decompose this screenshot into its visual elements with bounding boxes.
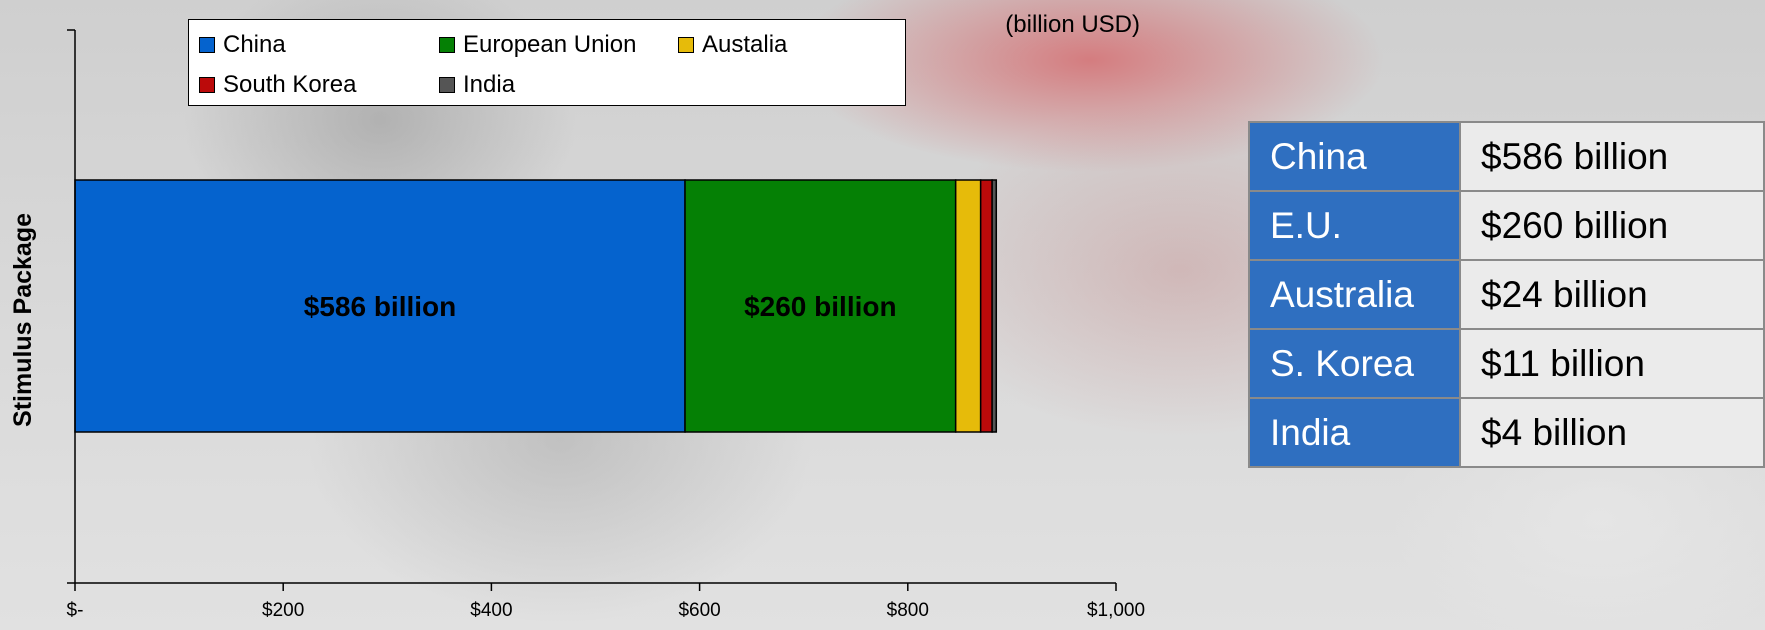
legend-label: European Union (463, 31, 637, 58)
x-tick-label: $800 (887, 600, 929, 621)
table-country-cell: Australia (1247, 259, 1462, 330)
table-country-cell: China (1247, 121, 1462, 192)
table-row: E.U. $260 billion (1247, 190, 1765, 261)
bar-segment-austalia (954, 179, 982, 433)
x-tick-label: $400 (470, 600, 512, 621)
axes-layer: $- $200 $400 $600 $800 $1,000 (67, 29, 1145, 621)
bars-layer: $586 billion $260 billion (74, 179, 998, 433)
legend-item-austalia: Austalia (678, 30, 787, 60)
table-row: India $4 billion (1247, 397, 1765, 468)
legend-swatch (439, 37, 455, 53)
legend-label: India (463, 71, 516, 98)
x-tick-label: $- (67, 600, 84, 621)
table-row: Australia $24 billion (1247, 259, 1765, 330)
table-value-cell: $24 billion (1459, 259, 1765, 330)
x-tick-label: $1,000 (1087, 600, 1145, 621)
legend-item-european-union: European Union (439, 30, 636, 60)
data-label: $260 billion (744, 291, 897, 322)
table-value-cell: $586 billion (1459, 121, 1765, 192)
table-value-cell: $4 billion (1459, 397, 1765, 468)
stimulus-table: China $586 billion E.U. $260 billion Aus… (1247, 121, 1765, 468)
y-axis-label: Stimulus Package (9, 213, 37, 427)
legend-item-south-korea: South Korea (199, 70, 356, 100)
bar-segment-india (991, 179, 998, 433)
unit-label: (billion USD) (1005, 11, 1140, 38)
legend-swatch (199, 77, 215, 93)
legend-label: South Korea (223, 71, 357, 98)
x-tick-label: $600 (678, 600, 720, 621)
x-tick-label: $200 (262, 600, 304, 621)
bar-segment-south-korea (979, 179, 993, 433)
data-label: $586 billion (304, 291, 457, 322)
table-country-cell: E.U. (1247, 190, 1462, 261)
table-country-cell: India (1247, 397, 1462, 468)
legend-label: China (223, 31, 286, 58)
legend-item-india: India (439, 70, 515, 100)
bar-segment-china (74, 179, 686, 433)
legend-item-china: China (199, 30, 286, 60)
legend-swatch (439, 77, 455, 93)
table-country-cell: S. Korea (1247, 328, 1462, 399)
table-value-cell: $11 billion (1459, 328, 1765, 399)
table-row: China $586 billion (1247, 121, 1765, 192)
legend-swatch (678, 37, 694, 53)
legend-swatch (199, 37, 215, 53)
legend: China European Union Austalia South Kore… (188, 19, 906, 106)
table-value-cell: $260 billion (1459, 190, 1765, 261)
table-row: S. Korea $11 billion (1247, 328, 1765, 399)
legend-label: Austalia (702, 31, 788, 58)
